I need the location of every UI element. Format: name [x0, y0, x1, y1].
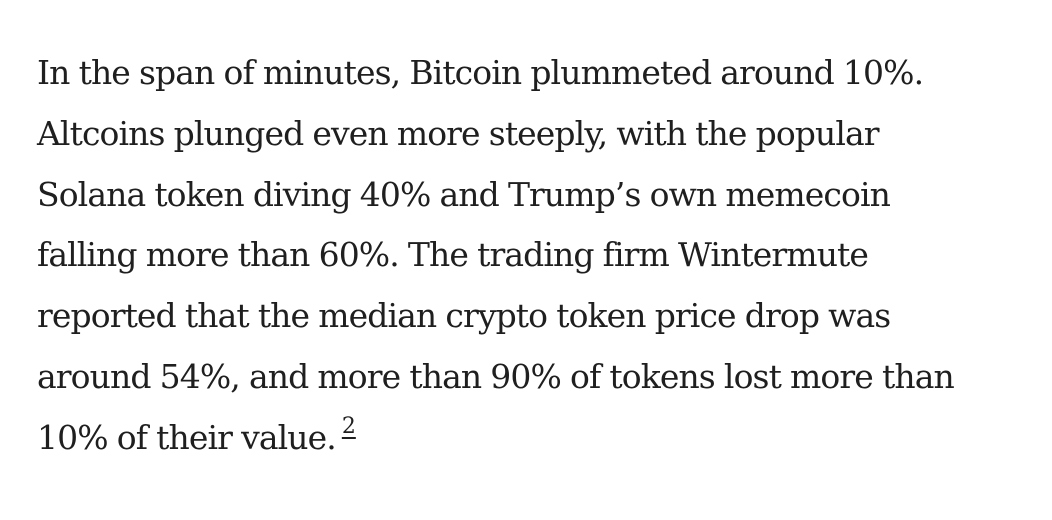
paragraph-line-1: In the span of minutes, Bitcoin plummete…	[37, 53, 924, 92]
paragraph-line-5: reported that the median crypto token pr…	[37, 296, 891, 336]
article-paragraph: In the span of minutes, Bitcoin plummete…	[37, 43, 1037, 474]
paragraph-line-7: 10% of their value. 2	[37, 408, 1037, 474]
paragraph-line-2: Altcoins plunged even more steeply, with…	[37, 113, 880, 153]
paragraph-line-3: Solana token diving 40% and Trump’s own …	[37, 174, 891, 214]
footnote-link[interactable]: 2	[341, 413, 356, 439]
paragraph-line-7-text: 10% of their value.	[37, 417, 337, 457]
paragraph-line-6: around 54%, and more than 90% of tokens …	[37, 356, 955, 396]
paragraph-line-4: falling more than 60%. The trading firm …	[37, 235, 869, 275]
